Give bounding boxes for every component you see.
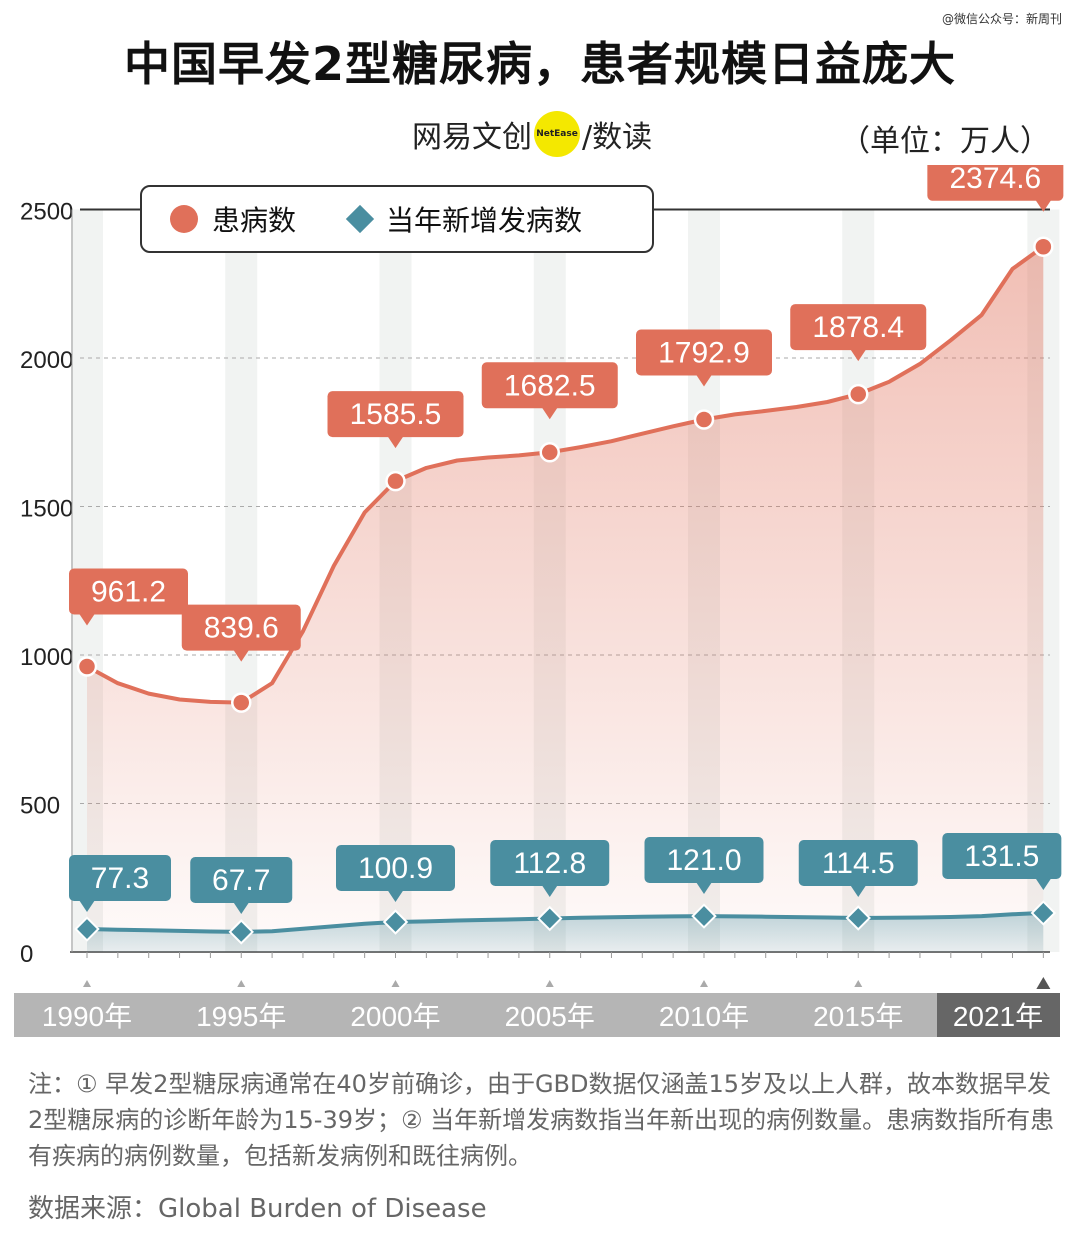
data-source: 数据来源：Global Burden of Disease — [28, 1194, 487, 1224]
y-tick-label: 1500 — [20, 496, 73, 523]
prevalence-label-box — [790, 304, 927, 351]
prevalence-point — [385, 470, 406, 492]
incidence-label-box — [644, 837, 764, 883]
prevalence-label-box — [927, 165, 1064, 201]
prevalence-label-box — [69, 568, 188, 615]
x-tick-label: 2021年 — [953, 1001, 1043, 1032]
prevalence-point — [76, 656, 98, 677]
x-axis-highlight — [937, 993, 1060, 1037]
incidence-label-box — [490, 840, 610, 886]
incidence-data-label: 112.8 — [513, 847, 586, 880]
prevalence-point — [848, 383, 869, 405]
prevalence-data-label: 839.6 — [204, 612, 279, 645]
incidence-data-label: 67.7 — [212, 864, 270, 897]
highlight-triangle-icon — [1036, 977, 1051, 989]
prevalence-label-pointer — [387, 436, 404, 449]
legend-label-incidence: 当年新增发病数 — [386, 204, 583, 237]
incidence-data-label: 114.5 — [822, 847, 895, 880]
unit-label: （单位：万人） — [840, 124, 1050, 159]
prevalence-data-label: 1585.5 — [350, 398, 442, 431]
incidence-label-pointer — [696, 882, 712, 894]
tick-triangle-icon — [700, 980, 708, 987]
prevalence-label-pointer — [1035, 199, 1052, 212]
tick-triangle-icon — [545, 980, 554, 987]
y-tick-label: 0 — [20, 941, 33, 968]
prevalence-data-label: 1682.5 — [504, 369, 596, 402]
diamond-marker-icon — [345, 204, 375, 234]
tick-triangle-icon — [83, 980, 91, 987]
line-chart: 0 500 1000 1500 2000 2500 961.2 839.6 1585.5 1682… — [14, 165, 1064, 1037]
x-tick-label: 1995年 — [196, 1001, 286, 1032]
y-tick-label: 500 — [20, 793, 60, 820]
brand-right: /数读 — [582, 120, 653, 155]
incidence-point — [74, 916, 100, 942]
brand-left: 网易文创 — [412, 120, 532, 155]
netease-badge: NetEase — [534, 111, 580, 157]
x-tick-label: 2010年 — [659, 1001, 749, 1032]
legend-item-incidence: 当年新增发病数 — [345, 199, 583, 239]
prevalence-point — [693, 409, 715, 430]
incidence-label-box — [69, 855, 171, 901]
prevalence-label-pointer — [79, 613, 95, 626]
incidence-point — [691, 903, 717, 929]
x-axis-band — [14, 993, 1060, 1037]
incidence-point — [228, 919, 254, 945]
prevalence-label-box — [481, 362, 618, 409]
prevalence-data-label: 1878.4 — [812, 311, 904, 344]
prevalence-data-label: 961.2 — [91, 576, 166, 609]
x-tick-label: 2005年 — [505, 1001, 595, 1032]
legend-label-prevalence: 患病数 — [212, 204, 297, 237]
incidence-data-label: 100.9 — [358, 852, 433, 885]
incidence-point — [845, 905, 871, 931]
tick-triangle-icon — [237, 980, 246, 987]
incidence-area — [87, 912, 1044, 952]
prevalence-label-box — [181, 604, 301, 651]
incidence-point — [1030, 900, 1057, 926]
tick-triangle-icon — [391, 980, 400, 987]
y-tick-label: 2500 — [20, 199, 73, 226]
footnote: 注：① 早发2型糖尿病通常在40岁前确诊，由于GBD数据仅涵盖15岁及以上人群，… — [28, 1070, 1055, 1170]
prevalence-point — [1033, 236, 1054, 257]
prevalence-area — [87, 246, 1044, 952]
page-title: 中国早发2型糖尿病，患者规模日益庞大 — [123, 37, 956, 91]
y-tick-label: 1000 — [20, 644, 73, 671]
incidence-data-label: 121.0 — [666, 844, 741, 877]
legend-item-prevalence: 患病数 — [170, 199, 296, 239]
prevalence-label-box — [636, 329, 772, 376]
circle-marker-icon — [170, 205, 198, 233]
incidence-label-pointer — [79, 900, 95, 912]
incidence-label-pointer — [233, 902, 250, 914]
incidence-label-box — [942, 833, 1062, 879]
tick-triangle-icon — [854, 980, 863, 987]
y-tick-label: 2000 — [20, 347, 73, 374]
incidence-data-label: 131.5 — [964, 840, 1039, 873]
brand-logo: 网易文创 NetEase /数读 — [412, 111, 653, 157]
incidence-label-box — [798, 840, 918, 886]
x-tick-label: 2015年 — [813, 1001, 903, 1032]
prevalence-label-pointer — [541, 407, 558, 420]
incidence-label-pointer — [1035, 878, 1052, 890]
prevalence-label-pointer — [850, 349, 867, 362]
incidence-point — [537, 905, 563, 932]
incidence-label-pointer — [850, 885, 867, 897]
x-tick-label: 1990年 — [42, 1001, 132, 1032]
incidence-data-label: 77.3 — [91, 862, 149, 895]
prevalence-label-box — [327, 391, 464, 438]
incidence-label-box — [336, 845, 455, 891]
prevalence-label-pointer — [696, 374, 712, 387]
prevalence-point — [539, 442, 560, 463]
incidence-point — [382, 909, 409, 935]
prevalence-point — [231, 692, 252, 713]
prevalence-data-label: 2374.6 — [949, 165, 1041, 195]
incidence-label-box — [190, 857, 293, 903]
prevalence-data-label: 1792.9 — [658, 337, 750, 370]
chart-legend: 患病数 当年新增发病数 — [140, 185, 654, 253]
x-tick-label: 2000年 — [350, 1001, 440, 1032]
watermark: @微信公众号：新周刊 — [941, 12, 1062, 26]
incidence-label-pointer — [387, 890, 404, 902]
prevalence-label-pointer — [233, 649, 250, 662]
incidence-label-pointer — [541, 885, 558, 897]
